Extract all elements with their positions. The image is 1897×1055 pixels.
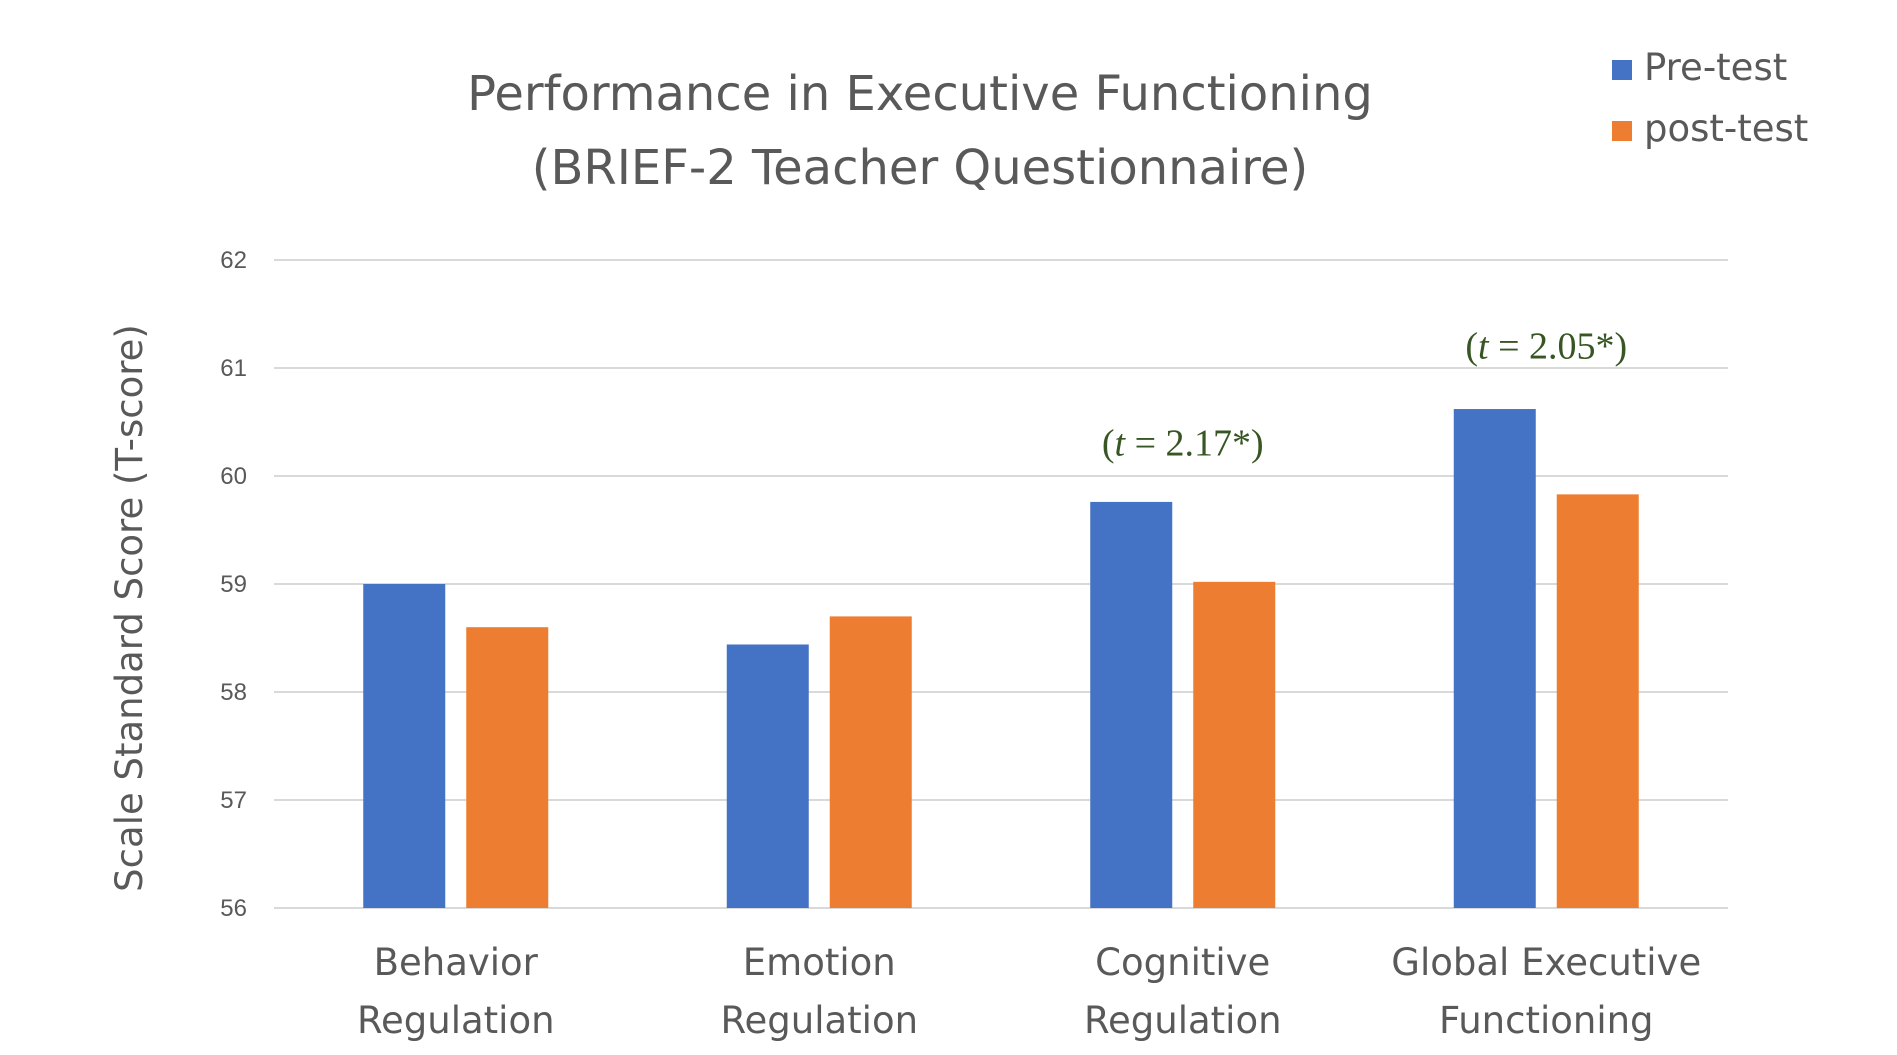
- y-axis-label: Scale Standard Score (T-score): [108, 324, 151, 892]
- significance-annotation: (t = 2.05*): [1465, 325, 1627, 367]
- x-category-label: Regulation: [357, 999, 555, 1042]
- legend-label: post-test: [1644, 107, 1808, 150]
- bar-pre-test-3: [1453, 409, 1536, 908]
- y-tick-label: 60: [220, 463, 247, 490]
- annotation-t-symbol: t: [1115, 423, 1127, 465]
- bar-post-test-3: [1556, 494, 1639, 908]
- bar-post-test-0: [466, 627, 549, 908]
- x-axis-categories: Behavior Regulation Emotion Regulation Cogni…: [357, 941, 1701, 1042]
- chart-title-line-2: (BRIEF-2 Teacher Questionnaire): [532, 140, 1308, 196]
- x-category-label: Global Executive: [1391, 941, 1701, 984]
- y-tick-label: 61: [220, 355, 247, 382]
- y-tick-label: 58: [220, 679, 247, 706]
- bar-post-test-1: [829, 616, 912, 908]
- bars: [363, 409, 1639, 908]
- legend: Pre-test post-test: [1612, 46, 1808, 150]
- x-category-label: Cognitive: [1095, 941, 1270, 984]
- annotation-t-symbol: t: [1478, 325, 1490, 367]
- annotation-open-paren: (: [1102, 423, 1115, 465]
- annotation-value: = 2.17*): [1125, 423, 1264, 465]
- bar-post-test-2: [1193, 581, 1276, 908]
- y-tick-label: 57: [220, 787, 247, 814]
- x-category-label: Regulation: [1084, 999, 1282, 1042]
- x-category-label: Regulation: [720, 999, 918, 1042]
- y-tick-label: 59: [220, 571, 247, 598]
- legend-swatch-post-test: [1612, 121, 1632, 141]
- legend-swatch-pre-test: [1612, 60, 1632, 80]
- annotations: (t = 2.17*)(t = 2.05*): [1102, 325, 1627, 464]
- annotation-value: = 2.05*): [1489, 325, 1628, 367]
- x-category-label: Behavior: [374, 941, 539, 984]
- bar-pre-test-1: [726, 644, 809, 908]
- bar-pre-test-0: [363, 584, 446, 908]
- x-category-label: Emotion: [743, 941, 896, 984]
- y-tick-label: 56: [220, 895, 247, 922]
- chart-title: Performance in Executive Functioning (BR…: [467, 66, 1373, 196]
- chart-title-line-1: Performance in Executive Functioning: [467, 66, 1373, 122]
- y-axis-ticks: 56 57 58 59 60 61 62: [220, 247, 247, 922]
- legend-label: Pre-test: [1644, 46, 1787, 89]
- y-tick-label: 62: [220, 247, 247, 274]
- bar-pre-test-2: [1090, 501, 1173, 908]
- annotation-open-paren: (: [1465, 325, 1478, 367]
- x-category-label: Functioning: [1439, 999, 1654, 1042]
- significance-annotation: (t = 2.17*): [1102, 423, 1264, 465]
